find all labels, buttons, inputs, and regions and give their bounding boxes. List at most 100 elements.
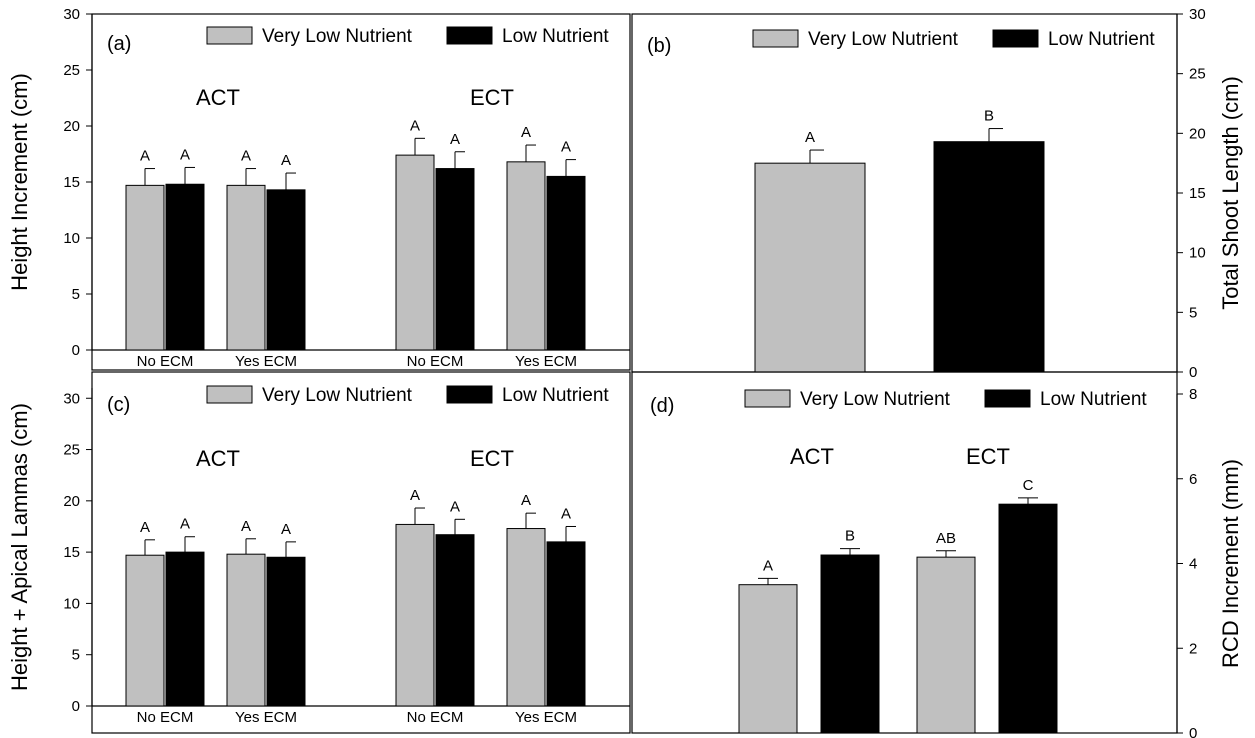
panel-a-category-label: Yes ECM [235, 353, 297, 370]
panel-c-very-low-significance-letter: A [140, 519, 150, 536]
panel-b-y-tick-label: 0 [1189, 364, 1197, 381]
panel-c-y-tick-label: 25 [63, 442, 80, 459]
panel-c-very-low-bar [395, 523, 435, 707]
panel-d-bar [998, 503, 1058, 734]
panel-a-y-label: Height Increment (cm) [7, 73, 32, 291]
panel-b-y-tick-label: 5 [1189, 304, 1197, 321]
panel-d-panel-label: (d) [650, 395, 674, 417]
panel-d-significance-letter: A [763, 557, 773, 574]
panel-a-very-low-bar [226, 184, 266, 351]
panel-c-panel-label: (c) [107, 394, 130, 416]
panel-c-low-significance-letter: A [180, 516, 190, 533]
panel-c-y-tick-label: 10 [63, 595, 80, 612]
panel-c-low-bar [546, 541, 586, 707]
panel-a-very-low-significance-letter: A [410, 117, 420, 134]
panel-a-very-low-significance-letter: A [140, 148, 150, 165]
panel-b-legend-swatch [992, 29, 1039, 48]
panel-a-category-label: Yes ECM [515, 353, 577, 370]
panel-b-bar [754, 162, 866, 373]
panel-c-low-bar [435, 534, 475, 707]
panel-c-legend-swatch [206, 385, 253, 404]
panel-c-category-label: Yes ECM [235, 709, 297, 726]
panel-a-legend-swatch [446, 26, 493, 45]
panel-d-y-tick-label: 4 [1189, 556, 1197, 573]
panel-a-y-tick-label: 20 [63, 118, 80, 135]
panel-c-very-low-bar [125, 554, 165, 707]
panel-c-low-significance-letter: A [561, 505, 571, 522]
panel-c-low-bar [266, 556, 306, 707]
panel-c-very-low-bar [226, 553, 266, 707]
panel-b-y-label: Total Shoot Length (cm) [1218, 76, 1243, 310]
panel-d-y-tick-label: 8 [1189, 386, 1197, 403]
panel-c-category-label: No ECM [137, 709, 194, 726]
panel-a-group-label: ACT [196, 85, 240, 110]
panel-d-group-label: ACT [790, 444, 834, 469]
panel-d-legend-label: Very Low Nutrient [800, 389, 951, 410]
panel-a-low-significance-letter: A [281, 152, 291, 169]
panel-c-y-tick-label: 5 [72, 647, 80, 664]
panel-c-y-tick-label: 15 [63, 544, 80, 561]
panel-a-low-significance-letter: A [450, 131, 460, 148]
panel-a-very-low-bar [506, 161, 546, 351]
panel-a-category-label: No ECM [137, 353, 194, 370]
panel-b-y-tick-label: 10 [1189, 245, 1206, 262]
panel-d-legend-label: Low Nutrient [1040, 389, 1147, 410]
panel-a-very-low-bar [395, 154, 435, 351]
panel-c-y-label: Height + Apical Lammas (cm) [7, 403, 32, 691]
panel-b-y-tick-label: 30 [1189, 6, 1206, 23]
panel-c-y-tick-label: 20 [63, 493, 80, 510]
panel-a-very-low-significance-letter: A [521, 124, 531, 141]
panel-a-low-bar [435, 168, 475, 351]
panel-d-significance-letter: C [1023, 477, 1034, 494]
panel-c-legend-swatch [446, 385, 493, 404]
panel-c-group-label: ACT [196, 446, 240, 471]
panel-a-low-significance-letter: A [561, 139, 571, 156]
panel-a-low-bar [266, 189, 306, 351]
panel-a-category-label: No ECM [407, 353, 464, 370]
panel-c-category-label: Yes ECM [515, 709, 577, 726]
panel-d-legend-swatch [984, 389, 1031, 408]
panel-a-very-low-bar [125, 184, 165, 351]
panel-b-significance-letter: B [984, 108, 994, 125]
panel-d-y-tick-label: 2 [1189, 640, 1197, 657]
panel-c-y-tick-label: 30 [63, 390, 80, 407]
panel-b-legend-label: Low Nutrient [1048, 29, 1155, 50]
panel-d-y-tick-label: 0 [1189, 725, 1197, 738]
panel-a-legend-label: Low Nutrient [502, 26, 609, 47]
panel-a-very-low-significance-letter: A [241, 148, 251, 165]
panel-a-low-bar [165, 183, 205, 351]
panel-d-bar [820, 554, 880, 734]
panel-a-legend-swatch [206, 26, 253, 45]
panel-d-y-tick-label: 6 [1189, 471, 1197, 488]
panel-a-y-tick-label: 15 [63, 174, 80, 191]
panel-c-legend-label: Low Nutrient [502, 385, 609, 406]
panel-d-frame [631, 371, 1178, 734]
panel-a-group-label: ECT [470, 85, 514, 110]
panel-d-bar [738, 584, 798, 734]
panel-d-y-label: RCD Increment (mm) [1218, 459, 1243, 668]
panel-b-y-tick-label: 15 [1189, 185, 1206, 202]
panel-c-low-significance-letter: A [281, 521, 291, 538]
panel-a: 0 5 10 15 20 25 30 Height Increment (cm) (a) Very… [7, 6, 631, 371]
panel-b-y-tick-label: 20 [1189, 125, 1206, 142]
panel-c-group-label: ECT [470, 446, 514, 471]
panel-c-category-label: No ECM [407, 709, 464, 726]
panel-d-significance-letter: B [845, 528, 855, 545]
panel-c-y-tick-label: 0 [72, 698, 80, 715]
panel-a-y-tick-label: 25 [63, 62, 80, 79]
panel-c-legend-label: Very Low Nutrient [262, 385, 413, 406]
panel-b-legend-label: Very Low Nutrient [808, 29, 959, 50]
panel-a-y-tick-label: 0 [72, 342, 80, 359]
panel-b-panel-label: (b) [647, 35, 671, 57]
panel-c-very-low-significance-letter: A [410, 487, 420, 504]
panel-b-bar [933, 141, 1045, 373]
panel-d: 0 2 4 6 8 RCD Increment (mm) (d) Very Low Nutri… [631, 371, 1243, 738]
panel-d-bar [916, 556, 976, 734]
panel-b: 0 5 10 15 20 25 30 Total Shoot Length (cm) (b) Ve… [631, 6, 1243, 381]
panel-b-legend-swatch [752, 29, 799, 48]
panel-a-y-tick-label: 30 [63, 6, 80, 23]
panel-c-very-low-significance-letter: A [241, 518, 251, 535]
panel-c-low-significance-letter: A [450, 498, 460, 515]
panel-a-y-tick-label: 5 [72, 286, 80, 303]
